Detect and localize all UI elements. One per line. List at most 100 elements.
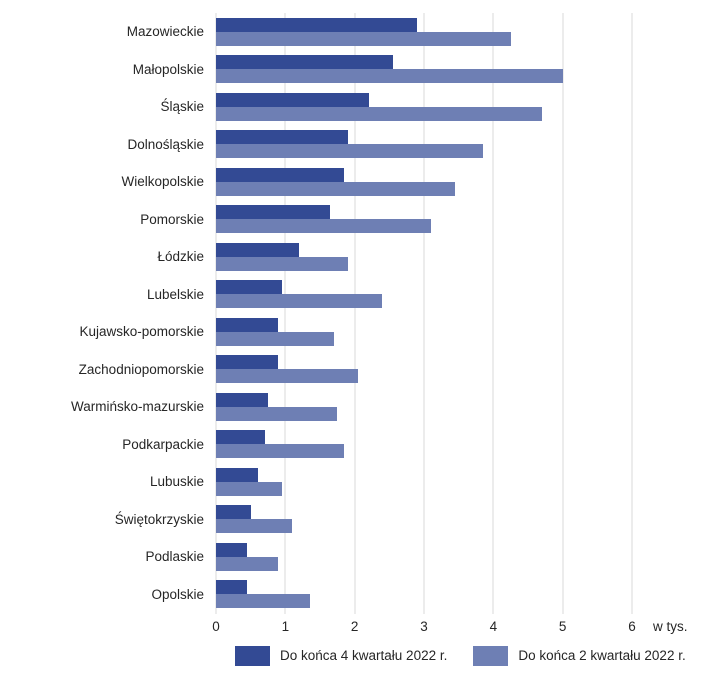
- chart-row: Łódzkie: [0, 238, 632, 276]
- bar-end-of-q4-2022: [216, 317, 279, 332]
- bar-end-of-q2-2022: [216, 106, 542, 121]
- bar-end-of-q2-2022: [216, 69, 563, 84]
- bar-group: [216, 238, 632, 276]
- gridline: [215, 13, 217, 614]
- bar-end-of-q2-2022: [216, 481, 282, 496]
- category-label: Lubelskie: [146, 286, 204, 302]
- chart-row: Zachodniopomorskie: [0, 351, 632, 389]
- bar-end-of-q4-2022: [216, 355, 279, 370]
- bar-end-of-q4-2022: [216, 542, 248, 557]
- gridline: [423, 13, 425, 614]
- bar-end-of-q4-2022: [216, 167, 345, 182]
- bar-group: [216, 538, 632, 576]
- category-label: Podkarpackie: [122, 436, 204, 452]
- x-tick-label: 6: [628, 619, 636, 634]
- category-label: Pomorskie: [140, 211, 204, 227]
- bar-end-of-q2-2022: [216, 219, 431, 234]
- category-label: Warmińsko-mazurskie: [70, 399, 204, 415]
- x-tick-label: 1: [281, 619, 290, 634]
- gridline: [354, 13, 356, 614]
- x-tick-label: 2: [350, 619, 359, 634]
- bar-end-of-q4-2022: [216, 280, 282, 295]
- bar-end-of-q4-2022: [216, 505, 251, 520]
- category-label: Lubuskie: [149, 474, 204, 490]
- legend-item-q2: Do końca 2 kwartału 2022 r.: [473, 646, 686, 666]
- chart-row: Świętokrzyskie: [0, 501, 632, 539]
- bar-end-of-q4-2022: [216, 392, 268, 407]
- x-tick-label: 4: [489, 619, 498, 634]
- legend-label-q4: Do końca 4 kwartału 2022 r.: [280, 648, 448, 663]
- chart-row: Lubelskie: [0, 276, 632, 314]
- chart-row: Podlaskie: [0, 538, 632, 576]
- chart-row: Śląskie: [0, 88, 632, 126]
- category-label: Małopolskie: [132, 61, 204, 77]
- bar-end-of-q2-2022: [216, 31, 511, 46]
- x-axis: w tys. 0 1 2 3 4 5 6: [212, 617, 687, 637]
- bar-end-of-q2-2022: [216, 181, 456, 196]
- bar-end-of-q4-2022: [216, 467, 258, 482]
- category-label: Opolskie: [151, 586, 204, 602]
- axis-unit-label: w tys.: [653, 619, 688, 634]
- bar-end-of-q2-2022: [216, 406, 338, 421]
- chart-row: Dolnośląskie: [0, 126, 632, 164]
- chart-row: Podkarpackie: [0, 426, 632, 464]
- chart-row: Pomorskie: [0, 201, 632, 239]
- category-label: Kujawsko-pomorskie: [79, 324, 204, 340]
- legend-swatch-q2: [473, 646, 509, 666]
- bar-group: [216, 126, 632, 164]
- legend-swatch-q4: [235, 646, 270, 666]
- bar-end-of-q4-2022: [216, 205, 331, 220]
- chart-row: Mazowieckie: [0, 13, 632, 51]
- bar-end-of-q2-2022: [216, 369, 359, 384]
- bar-end-of-q4-2022: [216, 130, 348, 145]
- legend-item-q4: Do końca 4 kwartału 2022 r.: [235, 646, 447, 666]
- x-tick-label: 0: [212, 619, 220, 634]
- gridlines: [215, 13, 633, 614]
- category-label: Zachodniopomorskie: [78, 361, 204, 377]
- bar-group: [216, 388, 632, 426]
- x-tick-label: 3: [420, 619, 428, 634]
- bar-end-of-q4-2022: [216, 55, 393, 70]
- category-label: Świętokrzyskie: [114, 511, 204, 527]
- category-label: Mazowieckie: [126, 24, 204, 40]
- legend-label-q2: Do końca 2 kwartału 2022 r.: [518, 648, 686, 663]
- gridline: [284, 13, 286, 614]
- category-label: Podlaskie: [145, 549, 204, 565]
- bar-end-of-q2-2022: [216, 594, 310, 609]
- bar-end-of-q4-2022: [216, 92, 369, 107]
- bar-group: [216, 576, 632, 614]
- bar-end-of-q4-2022: [216, 17, 418, 32]
- legend: Do końca 4 kwartału 2022 r. Do końca 2 k…: [235, 646, 686, 666]
- bar-end-of-q4-2022: [216, 430, 265, 445]
- bar-end-of-q4-2022: [216, 580, 248, 595]
- category-label: Wielkopolskie: [121, 174, 204, 190]
- bar-group: [216, 463, 632, 501]
- bar-group: [216, 426, 632, 464]
- category-label: Śląskie: [160, 99, 204, 115]
- bar-group: [216, 13, 632, 51]
- category-label: Łódzkie: [157, 249, 204, 265]
- bar-end-of-q2-2022: [216, 331, 334, 346]
- gridline: [631, 13, 633, 614]
- x-tick-label: 5: [558, 619, 567, 634]
- bar-end-of-q2-2022: [216, 444, 345, 459]
- bar-end-of-q2-2022: [216, 144, 483, 159]
- bar-group: [216, 276, 632, 314]
- category-label: Dolnośląskie: [127, 136, 204, 152]
- chart-row: Opolskie: [0, 576, 632, 614]
- chart-row: Kujawsko-pomorskie: [0, 313, 632, 351]
- bar-group: [216, 201, 632, 239]
- plot-area: Mazowieckie Małopolskie Śląskie Dolnośląski…: [0, 13, 632, 613]
- bar-group: [216, 163, 632, 201]
- bar-end-of-q4-2022: [216, 242, 300, 257]
- chart-row: Małopolskie: [0, 51, 632, 89]
- chart-row: Lubuskie: [0, 463, 632, 501]
- bar-group: [216, 313, 632, 351]
- bar-end-of-q2-2022: [216, 556, 279, 571]
- bar-end-of-q2-2022: [216, 519, 293, 534]
- gridline: [492, 13, 494, 614]
- bar-group: [216, 51, 632, 89]
- chart-row: Warmińsko-mazurskie: [0, 388, 632, 426]
- bar-group: [216, 501, 632, 539]
